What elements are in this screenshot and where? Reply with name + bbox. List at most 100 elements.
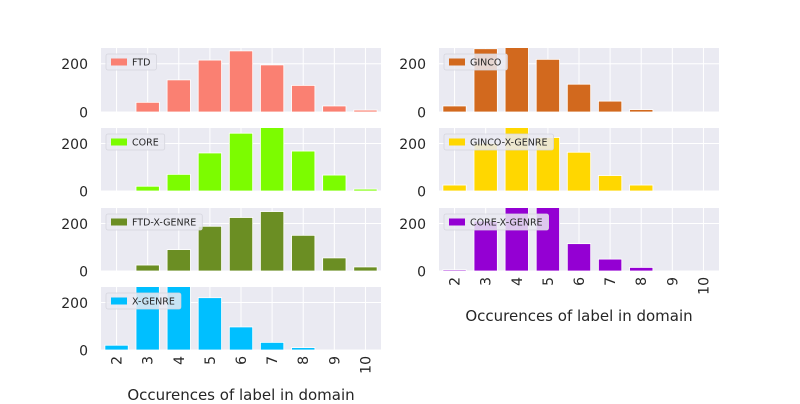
legend-frame — [105, 292, 182, 310]
x-axis-label: Occurences of label in domain — [465, 307, 692, 325]
bar-4 — [166, 173, 191, 191]
bar-5 — [197, 297, 222, 350]
legend: GINCO-X-GENRE — [443, 133, 554, 151]
legend-label: FTD-X-GENRE — [132, 218, 196, 229]
bar-8 — [291, 234, 316, 271]
bar-7 — [260, 211, 285, 271]
y-tick-label: 200 — [61, 137, 88, 153]
x-tick-label: 8 — [634, 277, 650, 286]
legend-label: GINCO-X-GENRE — [470, 138, 547, 149]
legend-swatch — [449, 138, 465, 146]
y-tick-label: 0 — [79, 185, 88, 201]
legend: FTD-X-GENRE — [105, 213, 203, 231]
legend: CORE-X-GENRE — [443, 213, 549, 231]
bar-3 — [135, 101, 160, 112]
bar-3 — [135, 264, 160, 271]
x-tick-label: 10 — [358, 356, 374, 374]
bar-10 — [353, 109, 378, 112]
bar-10 — [353, 266, 378, 271]
bars — [135, 128, 378, 191]
x-tick-label: 9 — [327, 356, 343, 365]
y-tick-label: 0 — [417, 185, 426, 201]
legend-swatch — [449, 58, 465, 66]
y-tick-label: 0 — [417, 265, 426, 281]
bar-6 — [228, 50, 254, 112]
x-tick-label: 6 — [234, 356, 250, 365]
y-tick-label: 0 — [79, 106, 88, 122]
y-tick-label: 200 — [399, 57, 426, 73]
legend-swatch — [111, 297, 127, 305]
bar-6 — [228, 132, 254, 191]
bar-5 — [197, 59, 222, 112]
bar-8 — [291, 150, 316, 191]
legend-label: GINCO — [470, 58, 501, 69]
legend-swatch — [111, 218, 127, 226]
bars — [442, 48, 654, 112]
bar-7 — [598, 100, 623, 112]
x-tick-label: 4 — [510, 277, 526, 286]
legend-frame — [105, 53, 157, 71]
bar-4 — [166, 79, 191, 112]
subplot-4: 0 200 GINCO-X-GENRE — [399, 128, 719, 201]
bars — [135, 211, 378, 271]
x-axis-label: Occurences of label in domain — [127, 386, 354, 400]
bar-7 — [260, 341, 285, 350]
x-tick-label: 10 — [696, 277, 712, 295]
bar-7 — [598, 175, 623, 191]
x-tick-label: 9 — [665, 277, 681, 286]
bar-5 — [197, 225, 222, 271]
legend: FTD — [105, 53, 157, 71]
bar-8 — [629, 109, 654, 112]
x-tick-label: 8 — [296, 356, 312, 365]
bar-6 — [228, 326, 254, 350]
bar-9 — [322, 105, 347, 112]
x-tick-label: 3 — [479, 277, 495, 286]
x-tick-label: 6 — [572, 277, 588, 286]
y-tick-label: 200 — [399, 217, 426, 233]
bar-2 — [442, 184, 467, 191]
legend-frame — [105, 133, 166, 151]
legend-label: X-GENRE — [132, 297, 175, 308]
bar-6 — [566, 83, 592, 112]
x-tick-label: 5 — [541, 277, 557, 286]
legend-swatch — [111, 138, 127, 146]
bar-2 — [104, 344, 129, 350]
y-tick-label: 0 — [79, 265, 88, 281]
bar-3 — [473, 143, 498, 191]
subplot-1: 0 200 FTD — [61, 48, 381, 122]
bar-7 — [260, 128, 285, 191]
legend-swatch — [449, 218, 465, 226]
bar-2 — [442, 105, 467, 112]
y-tick-label: 200 — [61, 296, 88, 312]
x-tick-label: 3 — [141, 356, 157, 365]
legend-label: CORE — [132, 138, 159, 149]
x-tick-label: 7 — [265, 356, 281, 365]
x-tick-label: 4 — [172, 356, 188, 365]
legend-swatch — [111, 58, 127, 66]
subplot-2: 0 200 GINCO — [399, 48, 719, 122]
bar-2 — [442, 269, 467, 271]
y-tick-label: 0 — [79, 344, 88, 360]
y-tick-label: 200 — [399, 137, 426, 153]
bar-9 — [322, 257, 347, 271]
bar-5 — [197, 152, 222, 191]
bar-7 — [260, 64, 285, 112]
subplot-5: 0 200 FTD-X-GENRE — [61, 208, 381, 281]
bar-7 — [598, 258, 623, 271]
legend-frame — [443, 133, 554, 151]
bar-8 — [291, 347, 316, 350]
bar-10 — [353, 188, 378, 191]
bar-9 — [322, 174, 347, 191]
bar-4 — [166, 249, 191, 271]
x-tick-label: 5 — [203, 356, 219, 365]
legend-label: FTD — [132, 58, 150, 69]
bar-8 — [629, 267, 654, 271]
y-tick-label: 200 — [61, 217, 88, 233]
bar-5 — [535, 58, 560, 112]
legend: CORE — [105, 133, 166, 151]
bars — [135, 50, 378, 112]
legend: X-GENRE — [105, 292, 182, 310]
legend: GINCO — [443, 53, 508, 71]
